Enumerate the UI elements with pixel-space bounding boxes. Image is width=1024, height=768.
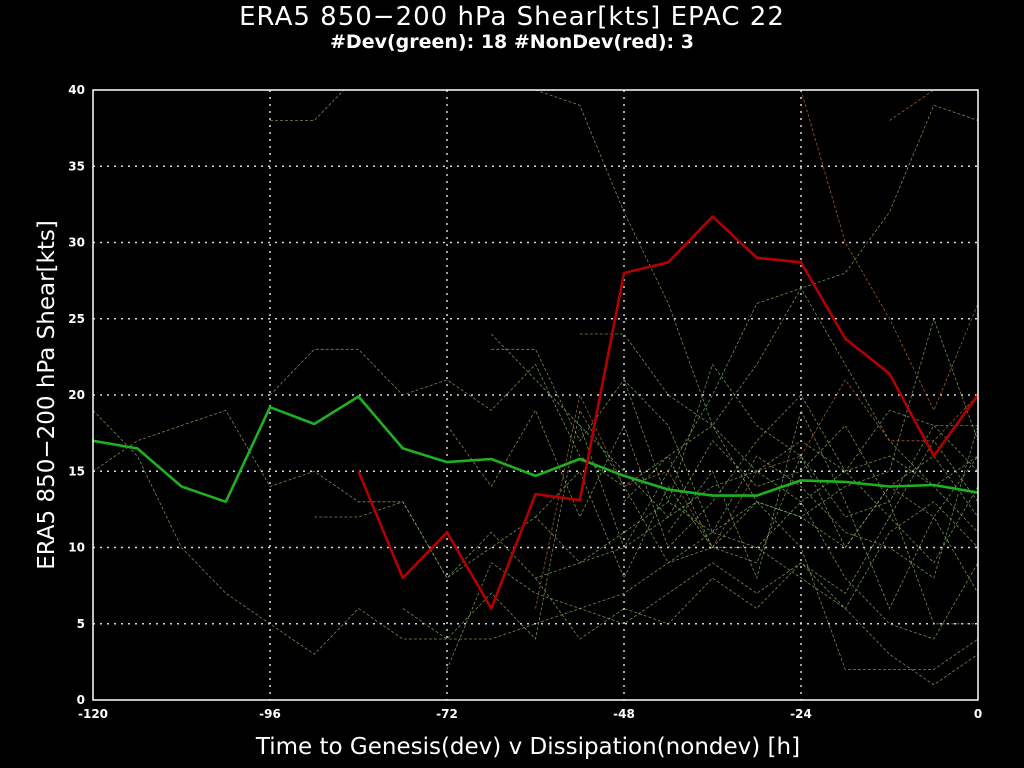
x-tick-label: 0 — [974, 707, 982, 721]
green-track-line — [446, 394, 978, 549]
plot-frame — [92, 89, 979, 701]
green-track-line — [535, 501, 978, 640]
chart-title: ERA5 850−200 hPa Shear[kts] EPAC 22 — [239, 2, 785, 32]
red-track-line — [800, 90, 978, 412]
nondeveloping-mean-line — [357, 215, 978, 610]
y-tick-label: 25 — [68, 312, 85, 326]
y-tick-label: 35 — [68, 159, 85, 173]
x-axis-label: Time to Genesis(dev) v Dissipation(nonde… — [255, 734, 800, 760]
green-track-line — [491, 287, 978, 549]
mean-series — [93, 215, 978, 610]
y-tick-label: 40 — [68, 83, 85, 97]
green-track-line — [535, 455, 978, 579]
x-tick-label: -120 — [78, 707, 108, 721]
y-tick-labels: 0 5 10 15 20 25 30 35 40 — [68, 83, 85, 707]
developing-mean-line — [93, 395, 978, 504]
red-track-line — [535, 379, 978, 609]
x-tick-label: -24 — [790, 707, 812, 721]
green-track-line — [446, 440, 978, 670]
green-track-line — [579, 317, 978, 518]
red-track-line — [889, 90, 936, 121]
chart-subtitle: #Dev(green): 18 #NonDev(red): 3 — [330, 31, 694, 53]
y-tick-label: 30 — [68, 236, 85, 250]
green-track-line — [623, 379, 978, 579]
x-tick-label: -72 — [436, 707, 458, 721]
green-track-line — [402, 409, 978, 640]
green-track-line — [667, 409, 978, 610]
green-track-line — [314, 455, 978, 579]
x-tick-label: -96 — [259, 707, 281, 721]
y-tick-label: 10 — [68, 541, 85, 555]
green-track-line — [93, 409, 978, 640]
green-track-line — [535, 90, 978, 427]
x-tick-labels: -120 -96 -72 -48 -24 0 — [78, 707, 982, 721]
green-track-line — [623, 455, 978, 670]
green-track-line — [93, 410, 978, 686]
y-tick-label: 5 — [77, 617, 85, 631]
green-track-line — [270, 90, 345, 121]
y-axis-label: ERA5 850−200 hPa Shear[kts] — [34, 220, 60, 570]
y-tick-label: 20 — [68, 388, 85, 402]
y-tick-label: 15 — [68, 464, 85, 478]
y-tick-label: 0 — [77, 693, 85, 707]
x-tick-label: -48 — [613, 707, 635, 721]
